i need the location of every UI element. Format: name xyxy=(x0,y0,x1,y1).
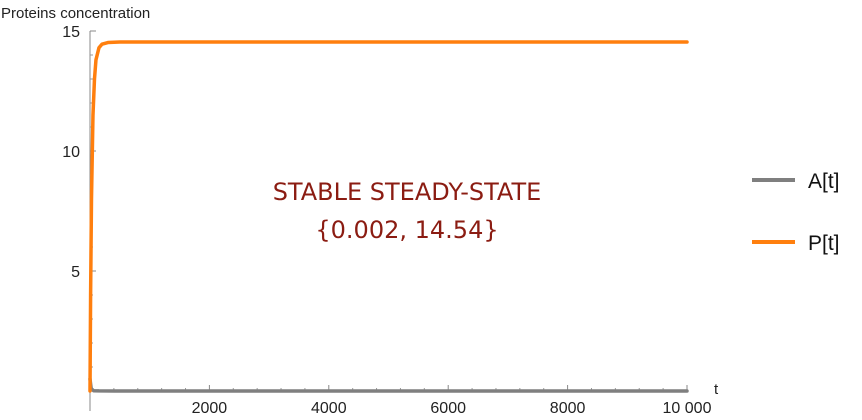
series-line-p xyxy=(88,40,689,393)
y-tick-label: 10 xyxy=(62,144,80,161)
y-axis-title: Proteins concentration xyxy=(1,5,150,22)
annotation-title: STABLE STEADY-STATE xyxy=(273,178,542,206)
annotation-values: {0.002, 14.54} xyxy=(315,216,498,244)
x-tick-label: 2000 xyxy=(192,400,228,417)
x-axis-title: t xyxy=(714,381,719,398)
series-line-a xyxy=(88,377,689,393)
x-tick-label: 10 000 xyxy=(663,400,712,417)
x-tick-label: 6000 xyxy=(430,400,466,417)
y-tick-label: 5 xyxy=(71,264,80,281)
legend-label: A[t] xyxy=(808,170,840,193)
x-tick-label: 4000 xyxy=(311,400,347,417)
x-tick-label: 8000 xyxy=(550,400,586,417)
legend: A[t] P[t] xyxy=(752,170,840,255)
y-tick-label: 15 xyxy=(62,24,80,41)
series-layer xyxy=(88,40,689,393)
legend-label: P[t] xyxy=(808,232,840,255)
